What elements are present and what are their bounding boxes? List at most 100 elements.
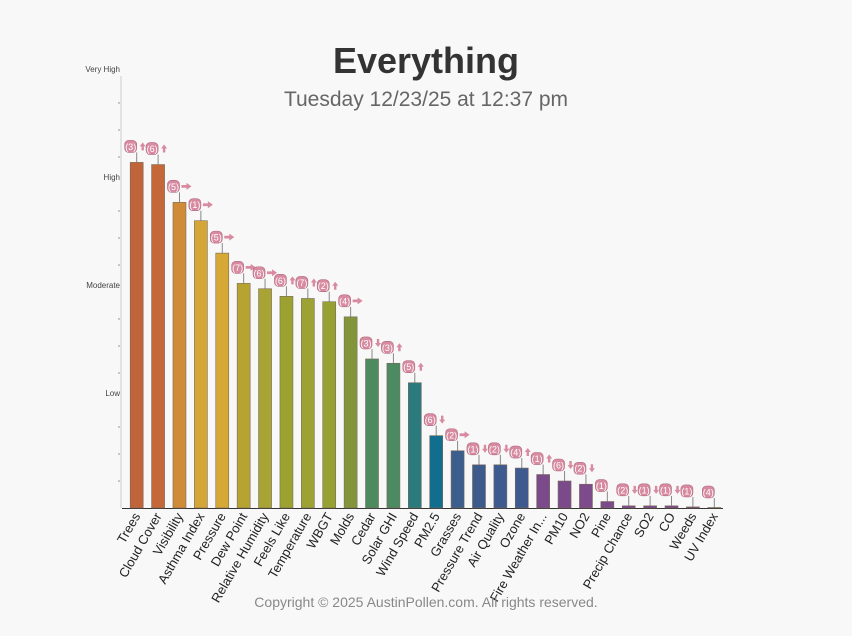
bar-badge [359,336,373,350]
trend-down-icon [674,485,681,494]
bar [664,505,679,509]
bar [579,483,593,509]
trend-down-icon [375,338,382,347]
bar [322,301,337,509]
bar [386,362,401,509]
bar-badge [488,442,501,456]
trend-up-icon [524,448,531,457]
trend-up-icon [332,281,339,290]
bar-badge-label: (6) [275,276,286,286]
bar-badge-label: (4) [339,296,350,306]
bar [129,162,144,509]
bar-badge-label: (2) [574,464,585,474]
bar-badge [509,445,523,459]
bar-badge-label: (1) [532,454,543,464]
bar-badge [381,340,394,354]
y-level-label: Very High [85,65,120,74]
trend-down-icon [439,415,446,424]
bar-badge [530,452,544,465]
trend-down-icon [503,444,510,453]
bar [429,435,443,509]
bar [343,316,358,509]
bar [408,382,422,509]
bar [172,202,187,509]
trend-up-icon [310,278,317,287]
bar-badge-label: (1) [189,200,200,210]
bar-badge-label: (1) [467,444,478,454]
trend-right-icon [202,201,213,209]
bar [236,283,251,509]
x-tick-label: SO2 [631,510,657,540]
x-tick-label: NO2 [566,510,592,541]
bar-badge-label: (6) [254,268,265,278]
bar-badge-label: (1) [596,481,607,491]
bar-badge-label: (5) [211,233,222,243]
bar [600,501,615,509]
bar-badge-label: (6) [147,144,158,154]
bar-badge [423,413,437,426]
bar-badge-label: (1) [639,485,650,495]
bar-badge-label: (2) [617,485,628,495]
trend-down-icon [653,485,660,494]
bar-badge [702,485,715,499]
trend-right-icon [181,182,192,190]
trend-down-icon [631,485,638,494]
chart-subtitle: Tuesday 12/23/25 at 12:37 pm [283,88,569,111]
trend-up-icon [417,362,424,371]
trend-right-icon [352,297,363,305]
bar-badge [402,360,416,374]
bar [151,164,165,509]
bar-badge [466,442,480,456]
bar-badge-label: (1) [681,486,692,496]
bar-badge-label: (7) [296,278,307,288]
bar [643,505,657,509]
y-level-label: Low [105,389,120,398]
bar-badge-label: (7) [232,263,243,273]
bar-badge-label: (5) [168,182,179,192]
bar-badge-label: (3) [382,343,393,353]
bar [707,507,722,509]
trend-up-icon [161,144,168,153]
trend-right-icon [267,269,278,277]
trend-right-icon [224,233,235,241]
bar-badge [209,230,223,244]
bar-badge [338,294,351,308]
bar [365,358,379,509]
bar-badge [573,461,587,475]
trend-right-icon [459,431,470,439]
bar [557,480,572,509]
bar-badge [445,428,458,442]
bar-badge [124,140,137,153]
bar-badge-label: (3) [125,142,136,152]
bar-badge-label: (2) [489,444,500,454]
bar [493,464,508,509]
trend-down-icon [481,444,488,453]
bar [686,506,700,509]
bar-badge-label: (5) [403,362,414,372]
bar-badge [145,142,159,155]
bar [301,298,315,509]
bar-badge [167,180,180,193]
bar-badge-label: (6) [425,415,436,425]
bar-badge [316,279,330,293]
bar-badge-label: (1) [660,485,671,495]
trend-down-icon [567,461,574,469]
chart-title: Everything [332,40,520,81]
bar-badge [188,198,202,212]
copyright-text: Copyright © 2025 AustinPollen.com. All r… [254,594,598,610]
bar-badge [252,266,266,280]
bar [215,252,230,509]
bar [514,467,529,509]
bar-badge-label: (6) [553,461,564,471]
bar [472,464,486,509]
trend-up-icon [396,343,403,352]
bar-badge [595,479,608,492]
trend-up-icon [289,276,296,285]
bar-badge-label: (2) [446,430,457,440]
trend-down-icon [588,464,595,473]
bar-badge-label: (2) [318,281,329,291]
y-level-label: High [104,173,120,182]
bar-badge [274,274,287,287]
bar [279,296,294,509]
